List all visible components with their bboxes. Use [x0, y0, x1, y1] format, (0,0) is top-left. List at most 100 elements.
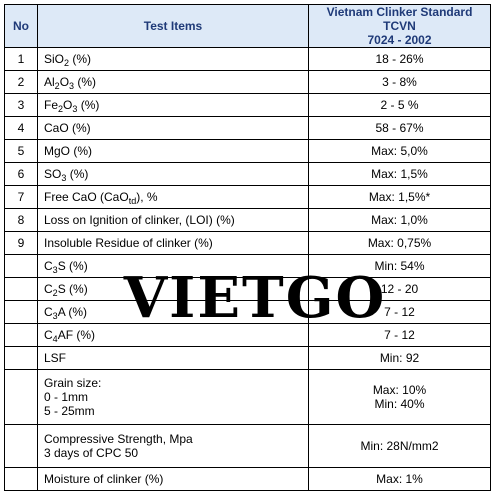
grain-size-label: Grain size:: [44, 376, 102, 390]
grain-size-value-fine: Max: 10%: [372, 383, 427, 397]
table-row: C2S (%) 12 - 20: [4, 277, 491, 301]
row-number: [4, 424, 38, 468]
standard-value: 12 - 20: [308, 277, 491, 301]
table-row: 1 SiO2 (%) 18 - 26%: [4, 47, 491, 71]
test-item: MgO (%): [37, 139, 309, 163]
standard-value: 18 - 26%: [308, 47, 491, 71]
test-item-text: (%): [77, 98, 100, 112]
test-item: Al2O3 (%): [37, 70, 309, 94]
test-item-text: (%): [66, 167, 89, 181]
standard-value: 7 - 12: [308, 300, 491, 324]
strength-condition: 3 days of CPC 50: [44, 446, 139, 460]
table-row: 7 Free CaO (CaOtd), % Max: 1,5%*: [4, 185, 491, 209]
table-row: 5 MgO (%) Max: 5,0%: [4, 139, 491, 163]
row-number: 9: [4, 231, 38, 255]
row-number: [4, 323, 38, 347]
test-item: C4AF (%): [37, 323, 309, 347]
table-row-grain-size: Grain size: 0 - 1mm 5 - 25mm Max: 10% Mi…: [4, 369, 491, 425]
test-item: SO3 (%): [37, 162, 309, 186]
test-item: Loss on Ignition of clinker, (LOI) (%): [37, 208, 309, 232]
standard-value: Min: 28N/mm2: [308, 424, 491, 468]
test-item-subscript: 2: [54, 81, 60, 91]
standard-value: 58 - 67%: [308, 116, 491, 140]
test-item: C3S (%): [37, 254, 309, 278]
test-item-subscript: 4: [52, 334, 58, 344]
test-item-text: (%): [69, 52, 92, 66]
test-item-text: MgO (%): [44, 144, 92, 158]
standard-value: 7 - 12: [308, 323, 491, 347]
test-item-subscript: 3: [52, 265, 58, 275]
row-number: [4, 467, 38, 491]
test-item-subscript: 2: [58, 104, 64, 114]
test-item: Moisture of clinker (%): [37, 467, 309, 491]
test-item-text: Al: [44, 75, 55, 89]
table-row: 8 Loss on Ignition of clinker, (LOI) (%)…: [4, 208, 491, 232]
row-number: 7: [4, 185, 38, 209]
test-item-text: Loss on Ignition of clinker, (LOI) (%): [44, 213, 235, 227]
row-number: 1: [4, 47, 38, 71]
test-item: Fe2O3 (%): [37, 93, 309, 117]
test-item-subscript: 2: [64, 58, 70, 68]
test-item-text: LSF: [44, 351, 67, 365]
test-item: CaO (%): [37, 116, 309, 140]
test-item-text: Fe: [44, 98, 59, 112]
standard-value: Max: 0,75%: [308, 231, 491, 255]
row-number: 3: [4, 93, 38, 117]
test-item-text: C: [44, 259, 53, 273]
standard-value: Min: 54%: [308, 254, 491, 278]
row-number: [4, 369, 38, 425]
row-number: 6: [4, 162, 38, 186]
table-header-row: No Test Items Vietnam Clinker Standard T…: [4, 4, 491, 48]
test-item-subscript: td: [128, 196, 137, 206]
strength-label: Compressive Strength, Mpa: [44, 432, 193, 446]
standard-value: Max: 1,0%: [308, 208, 491, 232]
test-item-text: SiO: [44, 52, 65, 66]
standard-value: Max: 5,0%: [308, 139, 491, 163]
test-item-subscript: 3: [61, 173, 67, 183]
test-item: SiO2 (%): [37, 47, 309, 71]
test-item-text: O: [59, 75, 70, 89]
table-row-compressive-strength: Compressive Strength, Mpa 3 days of CPC …: [4, 424, 491, 468]
test-item-subscript: 3: [52, 311, 58, 321]
grain-size-value-coarse: Min: 40%: [374, 397, 425, 411]
table-row: C3A (%) 7 - 12: [4, 300, 491, 324]
row-number: [4, 277, 38, 301]
standard-value: 2 - 5 %: [308, 93, 491, 117]
table-row: 2 Al2O3 (%) 3 - 8%: [4, 70, 491, 94]
table-row: 4 CaO (%) 58 - 67%: [4, 116, 491, 140]
test-item-text: SO: [44, 167, 62, 181]
row-number: 4: [4, 116, 38, 140]
standard-value: Max: 10% Min: 40%: [308, 369, 491, 425]
row-number: [4, 254, 38, 278]
test-item-text: (%): [74, 75, 97, 89]
row-number: 5: [4, 139, 38, 163]
test-item-subscript: 2: [52, 288, 58, 298]
row-number: 2: [4, 70, 38, 94]
table-row-moisture: Moisture of clinker (%) Max: 1%: [4, 467, 491, 491]
row-number: [4, 300, 38, 324]
test-item-text: Insoluble Residue of clinker (%): [44, 236, 213, 250]
standard-value: Max: 1,5%*: [308, 185, 491, 209]
table-row: 6 SO3 (%) Max: 1,5%: [4, 162, 491, 186]
row-number: 8: [4, 208, 38, 232]
test-item-subscript: 3: [72, 104, 78, 114]
test-item: LSF: [37, 346, 309, 370]
test-item: Compressive Strength, Mpa 3 days of CPC …: [37, 424, 309, 468]
test-item-text: S (%): [57, 282, 88, 296]
test-item-text: Free CaO (CaO: [44, 190, 129, 204]
grain-size-range-coarse: 5 - 25mm: [44, 404, 95, 418]
table-row: LSF Min: 92: [4, 346, 491, 370]
test-item-subscript: 3: [69, 81, 75, 91]
header-standard-line2: 7024 - 2002: [367, 33, 432, 47]
header-standard-line1: Vietnam Clinker Standard TCVN: [326, 5, 473, 33]
test-item: Grain size: 0 - 1mm 5 - 25mm: [37, 369, 309, 425]
table-body: 1 SiO2 (%) 18 - 26% 2 Al2O3 (%) 3 - 8% 3…: [4, 47, 491, 491]
test-item: C3A (%): [37, 300, 309, 324]
test-item-text: AF (%): [57, 328, 96, 342]
test-item: C2S (%): [37, 277, 309, 301]
standard-value: Min: 92: [308, 346, 491, 370]
grain-size-range-fine: 0 - 1mm: [44, 390, 89, 404]
standard-value: Max: 1,5%: [308, 162, 491, 186]
test-item-text: ), %: [136, 190, 158, 204]
standard-value: 3 - 8%: [308, 70, 491, 94]
